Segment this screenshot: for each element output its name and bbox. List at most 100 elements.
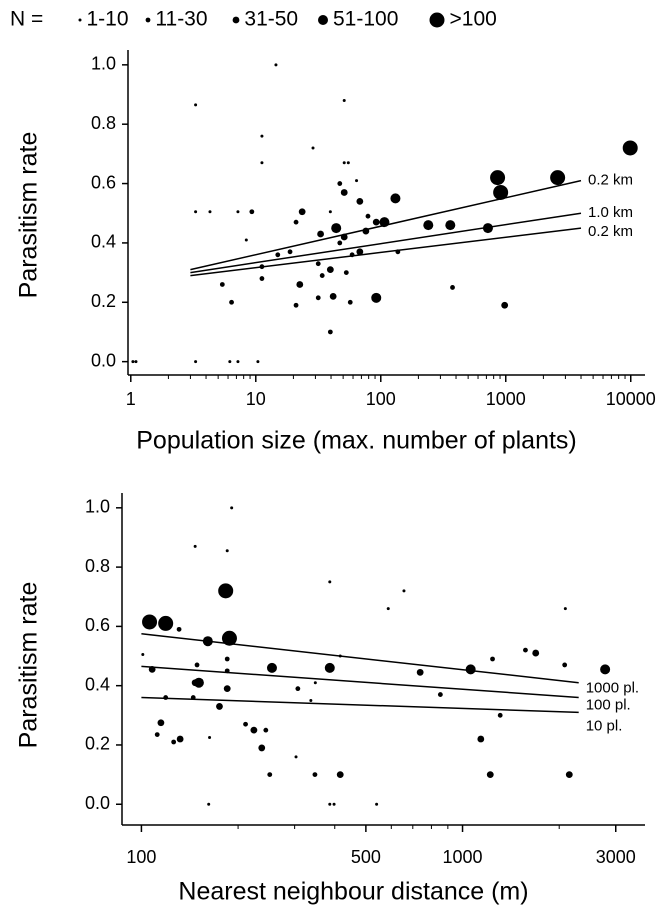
legend-label: 31-50 (244, 8, 298, 31)
y-tick-label: 0.0 (85, 793, 110, 813)
y-tick-label: 0.4 (85, 674, 110, 694)
legend-marker (429, 12, 445, 28)
point (244, 238, 248, 242)
x-tick-label: 1000 (486, 389, 526, 409)
point (154, 732, 160, 737)
y-tick-label: 0.2 (91, 291, 116, 311)
point (225, 549, 229, 553)
point (148, 665, 156, 673)
point (355, 179, 359, 183)
x-tick-label: 100 (366, 389, 396, 409)
point (317, 230, 324, 238)
point (501, 301, 509, 309)
fit-line (190, 227, 582, 277)
point (390, 193, 401, 204)
x-tick-label: 100 (126, 847, 156, 867)
point (386, 607, 390, 611)
point (287, 249, 293, 255)
point (523, 647, 528, 653)
point (141, 653, 145, 657)
legend-marker (232, 16, 240, 24)
point (157, 719, 165, 727)
point (327, 329, 333, 335)
y-tick-label: 0.2 (85, 734, 110, 754)
y-tick-label: 1.0 (91, 54, 116, 74)
legend-label: 11-30 (155, 8, 207, 31)
point (293, 302, 299, 308)
fit-line (141, 696, 579, 714)
point (293, 219, 299, 225)
point (493, 184, 509, 200)
point (309, 699, 313, 702)
fit-label: 10 pl. (586, 717, 623, 734)
point (395, 249, 401, 255)
point (402, 589, 406, 593)
point (365, 213, 371, 219)
point (346, 161, 350, 165)
point (340, 233, 348, 241)
y-tick-label: 0.6 (85, 615, 110, 635)
point (550, 170, 566, 186)
point (296, 281, 304, 288)
fit-line (141, 633, 579, 684)
point (465, 664, 476, 675)
point (207, 802, 211, 806)
point (326, 266, 334, 274)
point (259, 276, 265, 281)
point (313, 681, 317, 685)
point (315, 261, 321, 267)
point (236, 210, 240, 214)
point (340, 189, 348, 196)
x-axis-title: Population size (max. number of plants) (136, 427, 577, 455)
point (315, 295, 321, 301)
point (158, 615, 174, 631)
fit-label: 0.2 km (588, 172, 633, 189)
point (194, 210, 198, 214)
point (532, 649, 540, 657)
y-axis-title: Parasitism rate (15, 132, 43, 299)
point (328, 802, 332, 806)
point (324, 662, 335, 673)
fit-line (190, 212, 582, 274)
legend-title: N = (10, 8, 43, 31)
legend-marker (145, 17, 151, 23)
point (171, 739, 177, 745)
point (445, 220, 456, 231)
point (342, 98, 346, 102)
point (416, 668, 424, 676)
point (319, 273, 325, 278)
x-tick-label: 500 (351, 847, 381, 867)
point (208, 736, 212, 740)
point (219, 282, 225, 287)
point (260, 161, 264, 165)
x-tick-label: 10 (246, 389, 266, 409)
point (328, 210, 332, 214)
x-tick-label: 1000 (443, 847, 483, 867)
point (228, 360, 232, 364)
y-tick-label: 0.8 (85, 556, 110, 576)
point (331, 223, 342, 234)
point (437, 692, 443, 697)
point (223, 685, 231, 693)
point (622, 140, 638, 156)
point (221, 630, 237, 646)
point (230, 506, 234, 510)
point (176, 735, 184, 743)
point (450, 285, 455, 290)
x-tick-label: 3000 (596, 847, 636, 867)
point (194, 662, 200, 668)
point (477, 735, 485, 743)
point (343, 270, 349, 276)
fit-label: 1.0 km (588, 204, 633, 221)
point (295, 686, 301, 692)
point (218, 583, 234, 599)
point (250, 726, 258, 734)
point (275, 252, 281, 258)
point (565, 771, 573, 779)
point (332, 802, 336, 806)
point (249, 209, 255, 215)
point (208, 210, 212, 214)
point (490, 656, 495, 662)
point (362, 227, 370, 235)
